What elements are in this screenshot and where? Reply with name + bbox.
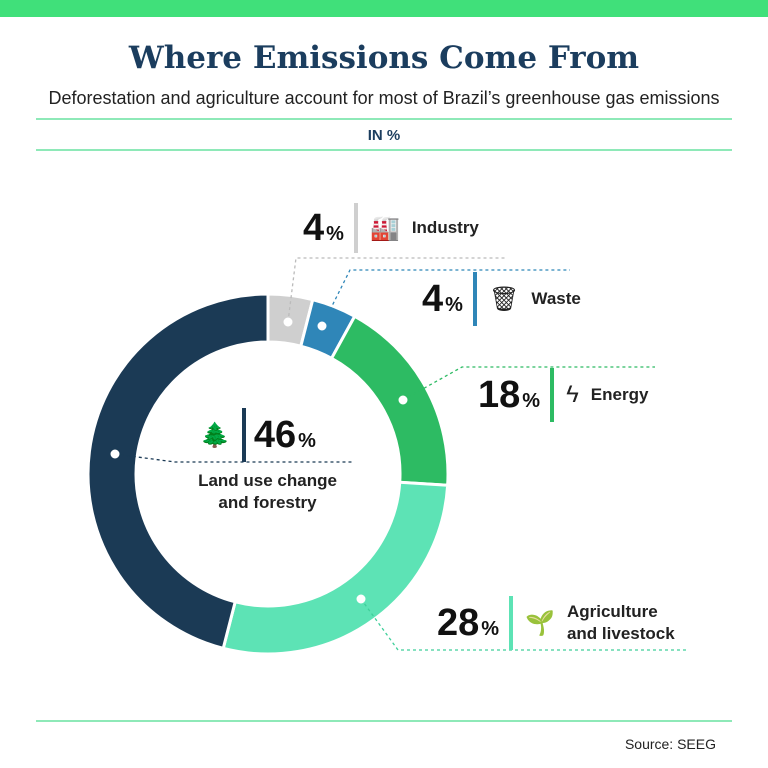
source-note: Source: SEEG [624,736,716,752]
leader-dot [282,316,294,328]
label-agriculture: 28% 🌱 Agriculture and livestock [437,596,675,650]
leader-dot [355,593,367,605]
divider [36,118,732,120]
label-land-use: 🌲 46% [200,408,316,462]
leader-dot [109,448,121,460]
donut-slice-land-use-change-and-forestry [86,292,270,651]
divider [36,720,732,722]
leader-dot [397,394,409,406]
forest-icon: 🌲 [200,421,230,449]
lightning-icon: ϟ [566,381,579,408]
unit-label: IN % [367,127,401,144]
donut-slice-energy [329,314,450,487]
leader-land-use [114,453,352,463]
chart-subtitle: Deforestation and agriculture account fo… [48,88,720,108]
label-land-use-name: Land use change and forestry [198,471,337,512]
chart-title: Where Emissions Come From [128,40,640,76]
leader-waste [321,269,570,327]
leader-energy [402,366,655,401]
leader-dot [316,320,328,332]
factory-icon: 🏭 [369,214,400,242]
agriculture-icon: 🌱 [525,609,555,637]
label-energy: 18% ϟ Energy [478,368,648,422]
divider [36,149,732,151]
waste-bin-icon: 🗑 [488,285,520,313]
top-accent-bar [0,0,768,17]
label-waste: 4% 🗑 Waste [422,272,581,326]
label-industry: 4% 🏭 Industry [303,203,479,253]
